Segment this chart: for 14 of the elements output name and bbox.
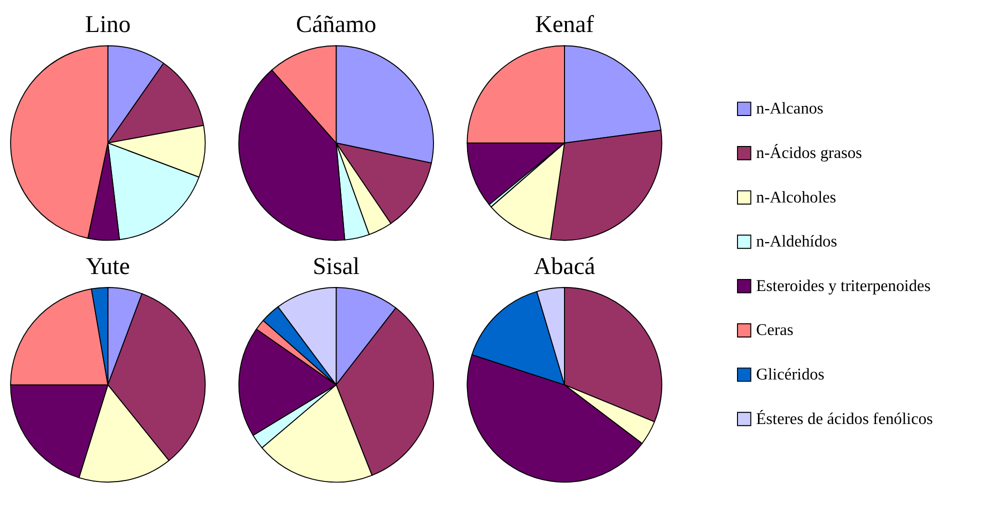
legend-label: Glicéridos: [756, 364, 824, 384]
legend-label: n-Ácidos grasos: [756, 142, 862, 162]
chart-title: Lino: [85, 12, 131, 38]
chart-title: Sisal: [312, 254, 360, 280]
legend-label: n-Alcanos: [756, 98, 824, 118]
legend-label: n-Alcoholes: [756, 187, 836, 206]
chart-title: Abacá: [534, 254, 596, 280]
legend-label: Ésteres de ácidos fenólicos: [756, 408, 933, 428]
legend-label: Ceras: [756, 320, 794, 340]
chart-title: Cáñamo: [296, 12, 376, 38]
legend-label: n-Aldehídos: [756, 232, 838, 251]
legend-label: Esteroides y triterpenoides: [756, 276, 931, 295]
chart-title: Yute: [86, 254, 130, 280]
chart-title: Kenaf: [535, 12, 595, 38]
